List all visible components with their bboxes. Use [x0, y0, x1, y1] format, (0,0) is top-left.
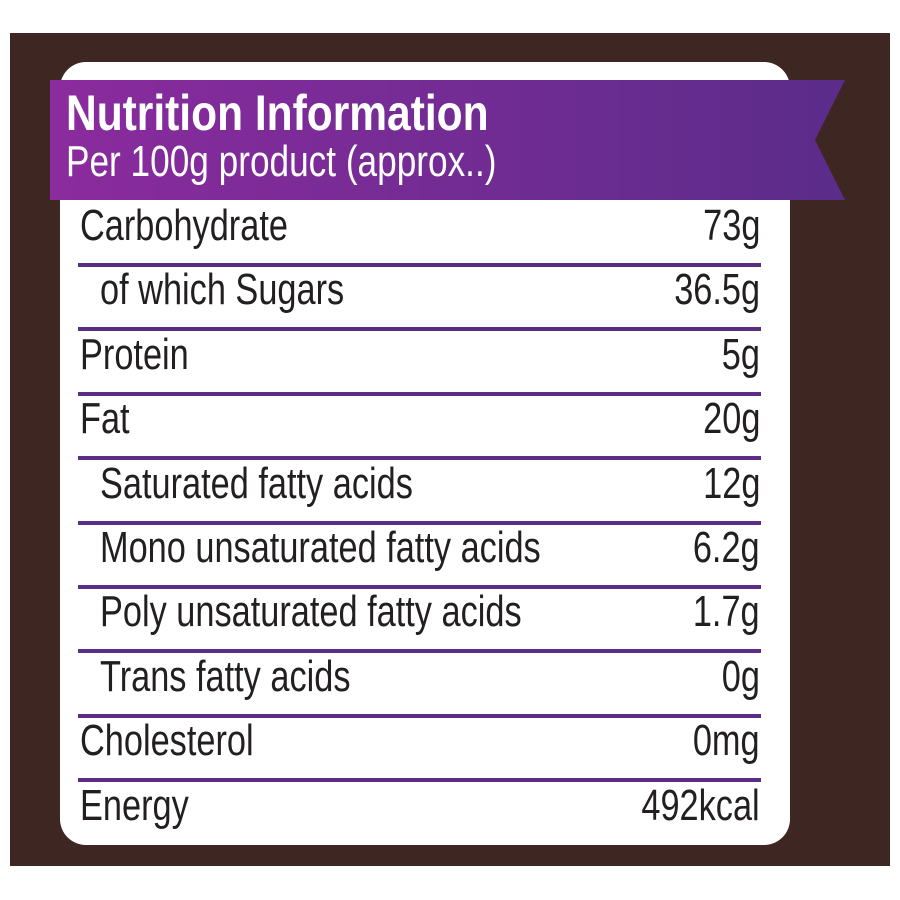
- row-label: of which Sugars: [100, 265, 345, 315]
- row-value: 73g: [702, 201, 760, 250]
- row-value: 1.7g: [693, 587, 760, 637]
- row-label: Protein: [80, 329, 189, 379]
- row-label: Trans fatty acids: [100, 651, 351, 701]
- row-label: Poly unsaturated fatty acids: [100, 587, 522, 637]
- row-value: 0mg: [693, 716, 760, 766]
- row-divider: [78, 520, 761, 525]
- row-divider: [78, 327, 761, 332]
- row-divider: [78, 263, 761, 267]
- row-divider: [78, 585, 761, 589]
- row-divider: [78, 391, 761, 396]
- row-label: Fat: [80, 394, 130, 444]
- row-value: 20g: [702, 394, 760, 444]
- ribbon-shape: [50, 80, 845, 200]
- row-value: 6.2g: [693, 523, 760, 572]
- row-value: 36.5g: [674, 265, 760, 315]
- title: Nutrition Information: [66, 85, 489, 141]
- row-divider: [78, 713, 761, 718]
- row-label: Energy: [80, 780, 189, 830]
- row-value: 12g: [702, 458, 760, 508]
- subtitle: Per 100g product (approx..): [66, 137, 497, 186]
- row-value: 0g: [721, 651, 760, 701]
- row-divider: [78, 778, 761, 783]
- row-label: Saturated fatty acids: [100, 458, 413, 508]
- row-label: Carbohydrate: [80, 201, 288, 250]
- row-value: 492kcal: [641, 780, 760, 830]
- row-divider: [78, 649, 761, 654]
- row-divider: [78, 456, 761, 461]
- row-value: 5g: [721, 329, 760, 379]
- row-label: Mono unsaturated fatty acids: [100, 523, 541, 572]
- row-label: Cholesterol: [80, 716, 254, 766]
